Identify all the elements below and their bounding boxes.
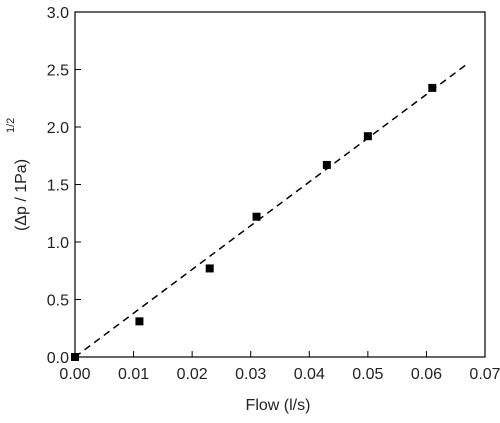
data-point — [322, 160, 331, 169]
y-tick-label: 1.0 — [47, 235, 69, 252]
fit-line — [74, 63, 468, 358]
y-tick-label: 2.0 — [47, 120, 69, 137]
x-axis-label: Flow (l/s) — [246, 397, 311, 414]
y-axis-label-group: (Δp / 1Pa) 1/2 — [5, 118, 30, 231]
x-tick-label: 0.02 — [177, 366, 208, 383]
data-point — [363, 132, 372, 141]
x-tick-label: 0.00 — [59, 366, 90, 383]
data-point — [135, 317, 144, 326]
x-tick-label: 0.01 — [118, 366, 149, 383]
x-tick-label: 0.05 — [352, 366, 383, 383]
data-point — [428, 83, 437, 92]
y-tick-label: 0.5 — [47, 293, 69, 310]
plot-frame — [74, 11, 486, 358]
x-tick-label: 0.07 — [469, 366, 500, 383]
data-point — [205, 264, 214, 273]
y-tick-label: 0.0 — [47, 350, 69, 367]
x-tick-label: 0.06 — [411, 366, 442, 383]
y-axis-label-superscript: 1/2 — [5, 118, 17, 133]
y-tick-label: 3.0 — [47, 5, 69, 22]
y-tick-label: 2.5 — [47, 63, 69, 80]
data-point — [252, 212, 261, 221]
y-tick-label: 1.5 — [47, 178, 69, 195]
y-axis-label: (Δp / 1Pa) — [13, 159, 30, 231]
x-tick-label: 0.04 — [294, 366, 325, 383]
x-tick-label: 0.03 — [235, 366, 266, 383]
